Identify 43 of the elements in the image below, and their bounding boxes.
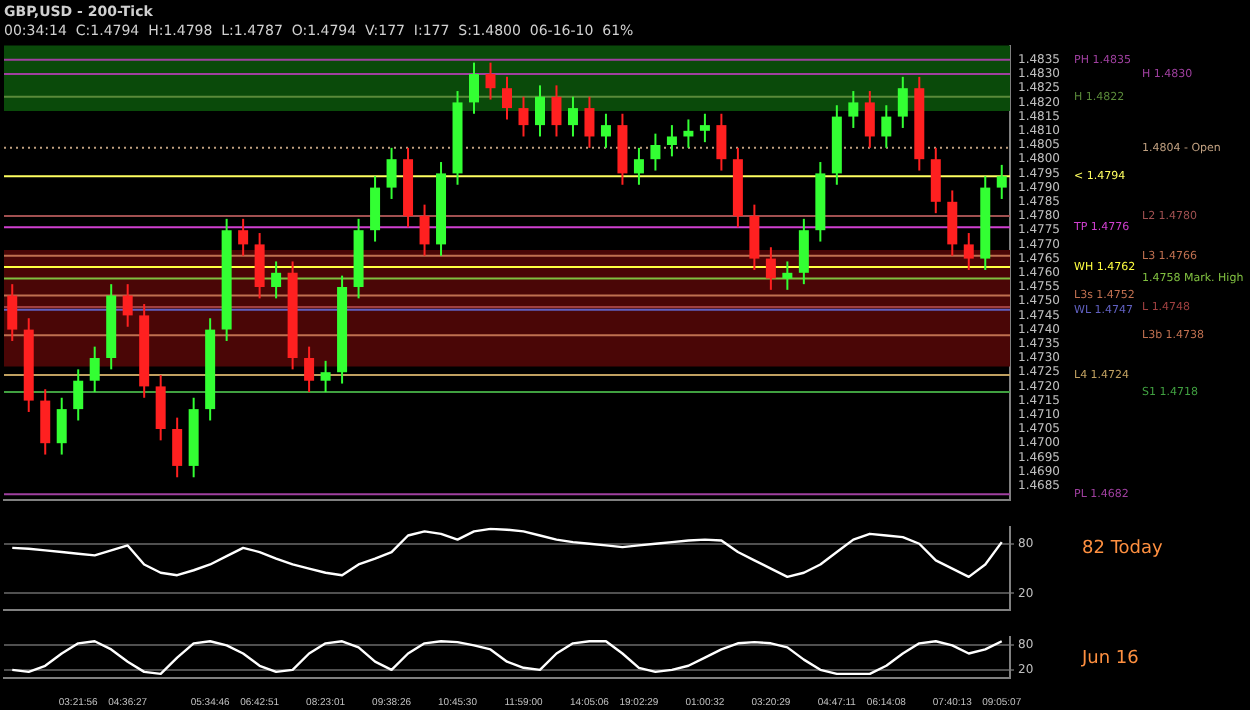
candlestick (650, 132, 661, 172)
candlestick (271, 260, 282, 300)
candlestick (947, 189, 958, 257)
candlestick (40, 388, 51, 456)
candlestick (765, 246, 776, 291)
candlestick (930, 146, 941, 215)
candlestick (485, 61, 496, 101)
candlestick (73, 368, 84, 422)
candlestick (172, 416, 183, 479)
candlestick (534, 84, 545, 138)
candlestick (666, 124, 677, 158)
candlestick (584, 95, 595, 149)
candlestick (155, 374, 166, 442)
candlestick (320, 359, 331, 394)
candlestick (897, 75, 908, 129)
candlestick (699, 112, 710, 144)
candlestick (56, 396, 67, 456)
candlestick (502, 75, 512, 121)
candlestick (864, 90, 875, 149)
candlestick (469, 61, 480, 115)
candlestick (370, 175, 381, 243)
candlestick (7, 283, 18, 342)
candlestick (386, 146, 397, 200)
candlestick (996, 163, 1007, 200)
candlestick (600, 112, 611, 149)
candlestick (848, 90, 859, 129)
candlestick (881, 104, 892, 149)
candlestick (238, 217, 249, 257)
text: 82 Today (1082, 538, 1165, 559)
candlestick (518, 95, 529, 138)
candlestick (716, 112, 727, 172)
candlestick (254, 232, 265, 300)
candlestick (304, 345, 315, 394)
candlestick (567, 95, 578, 138)
candlestick (633, 146, 644, 186)
candlestick (419, 203, 430, 257)
text: Jun 16 (1080, 648, 1140, 669)
candlestick (749, 203, 760, 271)
candlestick (551, 84, 562, 138)
candlestick (122, 283, 133, 328)
candlestick (798, 217, 809, 286)
candlestick (89, 345, 100, 394)
candlestick (963, 232, 974, 271)
